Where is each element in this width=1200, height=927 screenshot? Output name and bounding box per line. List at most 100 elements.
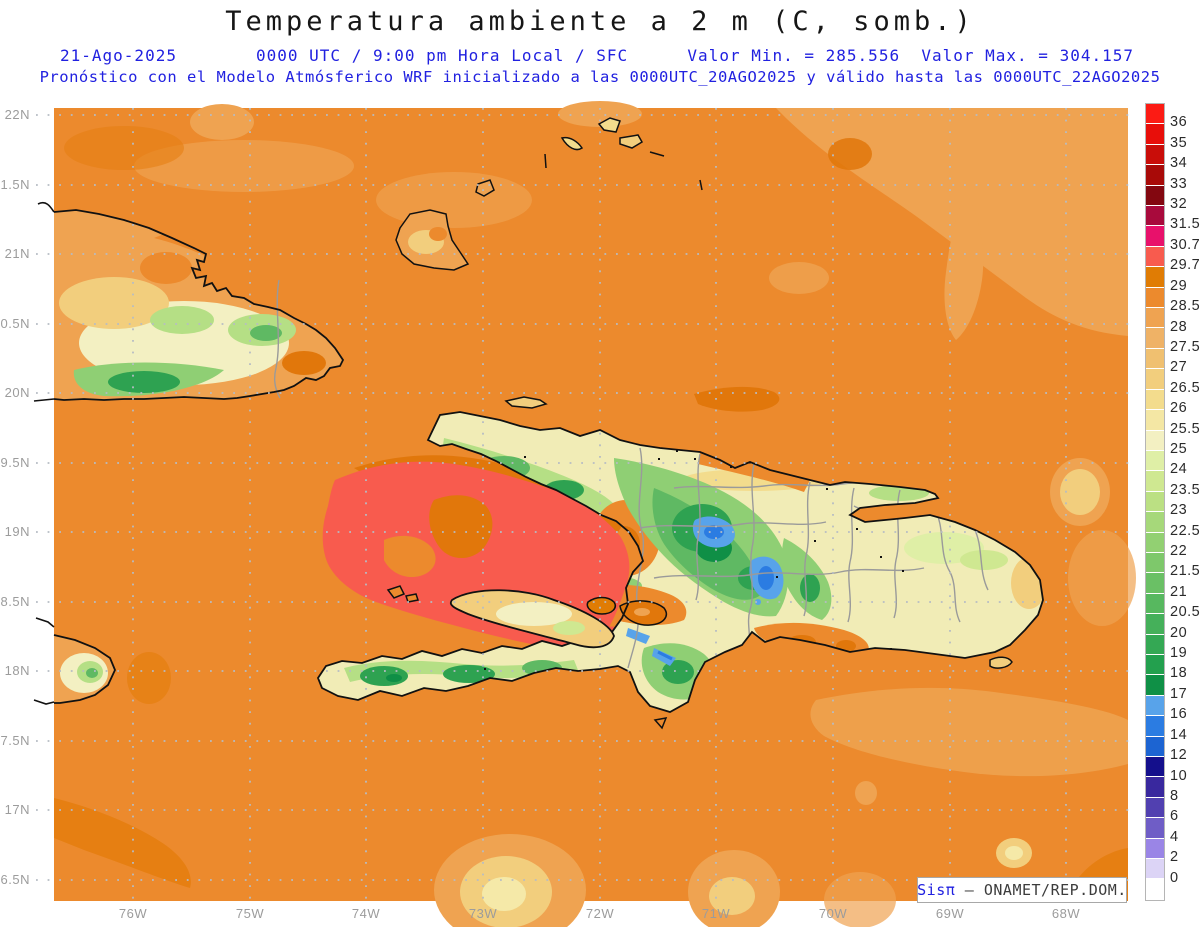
colorbar-cell [1146, 471, 1164, 492]
cuba-coastline [53, 209, 345, 401]
colorbar-cell [1146, 389, 1164, 411]
colorbar-tick-label: 25 [1170, 440, 1188, 457]
colorbar-cell [1146, 267, 1164, 288]
sea-tan-blob-top-left [190, 104, 254, 140]
watermark-text: ONAMET/REP.DOM. [983, 881, 1127, 899]
lat-tick-label: 21N [4, 246, 30, 261]
tortuga-island [504, 396, 548, 409]
map-canvas: Sisπ – ONAMET/REP.DOM. [33, 101, 1136, 927]
colorbar-tick-label: 24 [1170, 461, 1188, 478]
cuba-green-blob-1 [150, 306, 214, 334]
forecast-time: 0000 UTC / 9:00 pm Hora Local / SFC [256, 46, 629, 65]
lon-tick-label: 75W [235, 906, 265, 921]
colorbar-tick-label: 18 [1170, 665, 1188, 682]
colorbar-cell [1146, 206, 1164, 227]
value-min-max: Valor Min. = 285.556 Valor Max. = 304.15… [687, 46, 1134, 65]
colorbar-cell [1146, 491, 1164, 513]
colorbar-tick-label: 31.5 [1170, 216, 1200, 233]
lat-tick-label: 17N [4, 802, 30, 817]
colorbar-cell [1146, 716, 1164, 737]
colorbar-tick-label: 29 [1170, 277, 1188, 294]
lat-tick-label: 1.5N [0, 177, 30, 192]
colorbar-cell [1146, 165, 1164, 186]
beata-islet [653, 717, 668, 730]
colorbar-tick-label: 16 [1170, 706, 1188, 723]
colorbar-cell [1146, 185, 1164, 207]
colorbar-cell [1146, 634, 1164, 655]
lon-tick-label: 71W [701, 906, 731, 921]
colorbar-tick-label: 26 [1170, 400, 1188, 417]
sea-tan-blob-top-center [558, 101, 642, 127]
small-islands [386, 117, 703, 730]
colorbar-cell [1146, 308, 1164, 329]
islet-west-of-tiburon-2 [405, 593, 419, 603]
gonave-cream-core [496, 602, 572, 626]
lon-tick-label: 69W [935, 906, 965, 921]
lon-tick-label: 76W [118, 906, 148, 921]
sea-pale-core-bottom-1 [482, 877, 526, 911]
colorbar-cell [1146, 859, 1164, 880]
colorbar-tick-label: 36 [1170, 114, 1188, 131]
sea-tan-blob-bottom-3 [824, 872, 896, 927]
colorbar-cell [1146, 757, 1164, 778]
lon-tick-label: 74W [351, 906, 381, 921]
sea-dark-wisp-top-left [64, 126, 184, 170]
colorbar-tick-label: 0 [1170, 869, 1179, 886]
colorbar-cell [1146, 818, 1164, 839]
colorbar-tick-label: 12 [1170, 747, 1188, 764]
lat-tick-label: 18N [4, 663, 30, 678]
colorbar-tick-label: 20.5 [1170, 604, 1200, 621]
cold-blue-streak-1 [626, 628, 650, 644]
colorbar-cell [1146, 797, 1164, 819]
hispaniola-landmass [316, 411, 1044, 713]
colorbar-tick-label: 17 [1170, 685, 1188, 702]
turks-dash-islet [649, 151, 665, 157]
colorbar-tick-label: 6 [1170, 808, 1179, 825]
sea-yellow-core-south [1005, 846, 1023, 860]
watermark-brand: Sisπ [917, 881, 956, 899]
sea-tan-tongue [944, 192, 984, 340]
colorbar-cell [1146, 593, 1164, 615]
colorbar-tick-label: 33 [1170, 175, 1188, 192]
tiny-islet-dash-1 [544, 153, 547, 169]
lat-tick-label: 22N [4, 107, 30, 122]
little-inagua-island [475, 179, 495, 197]
colorbar-cell [1146, 104, 1164, 125]
colorbar-cell [1146, 777, 1164, 798]
orange-hole-in-red [384, 535, 436, 578]
cuba-green-core-2 [250, 325, 282, 341]
great-inagua-orange-spot [429, 227, 447, 241]
colorbar-cell [1146, 144, 1164, 166]
colorbar-cell [1146, 430, 1164, 451]
sea-tan-band-bahamas [376, 172, 532, 228]
sea-yellow-patch-east [1060, 469, 1100, 515]
forecast-date: 21-Ago-2025 [60, 46, 177, 65]
forecast-description: Pronóstico con el Modelo Atmósferico WRF… [39, 68, 1161, 86]
sea-light-band-southeast [810, 687, 1128, 777]
sea-dark-blob-east-of-jamaica [127, 652, 171, 704]
colorbar-tick-label: 26.5 [1170, 379, 1200, 396]
jamaica-margin-squiggle-1 [35, 617, 55, 628]
colorbar-cell [1146, 614, 1164, 635]
cuba-coast-margin-squiggle-south [33, 398, 55, 402]
sea-layer [54, 101, 1136, 927]
colorbar-cell [1146, 532, 1164, 553]
lon-tick-label: 70W [818, 906, 848, 921]
colorbar-tick-label: 27.5 [1170, 338, 1200, 355]
colorbar-cell [1146, 512, 1164, 533]
colorbar-cell [1146, 654, 1164, 676]
sea-dark-band-north-dr-coast [694, 386, 780, 412]
colorbar-tick-label: 25.5 [1170, 420, 1200, 437]
cold-blue-streak-core [657, 650, 673, 661]
lon-tick-label: 68W [1051, 906, 1081, 921]
watermark-badge: Sisπ – ONAMET/REP.DOM. [917, 877, 1127, 903]
cuba-yellow-northwest [59, 277, 169, 329]
lake-saumatre [586, 596, 616, 615]
colorbar-cell [1146, 552, 1164, 574]
colorbar-cell [1146, 328, 1164, 349]
lon-tick-label: 72W [585, 906, 615, 921]
colorbar-cell [1146, 450, 1164, 472]
cuba-orange-inner-spot [140, 252, 192, 284]
jamaica-coastline [53, 634, 116, 704]
